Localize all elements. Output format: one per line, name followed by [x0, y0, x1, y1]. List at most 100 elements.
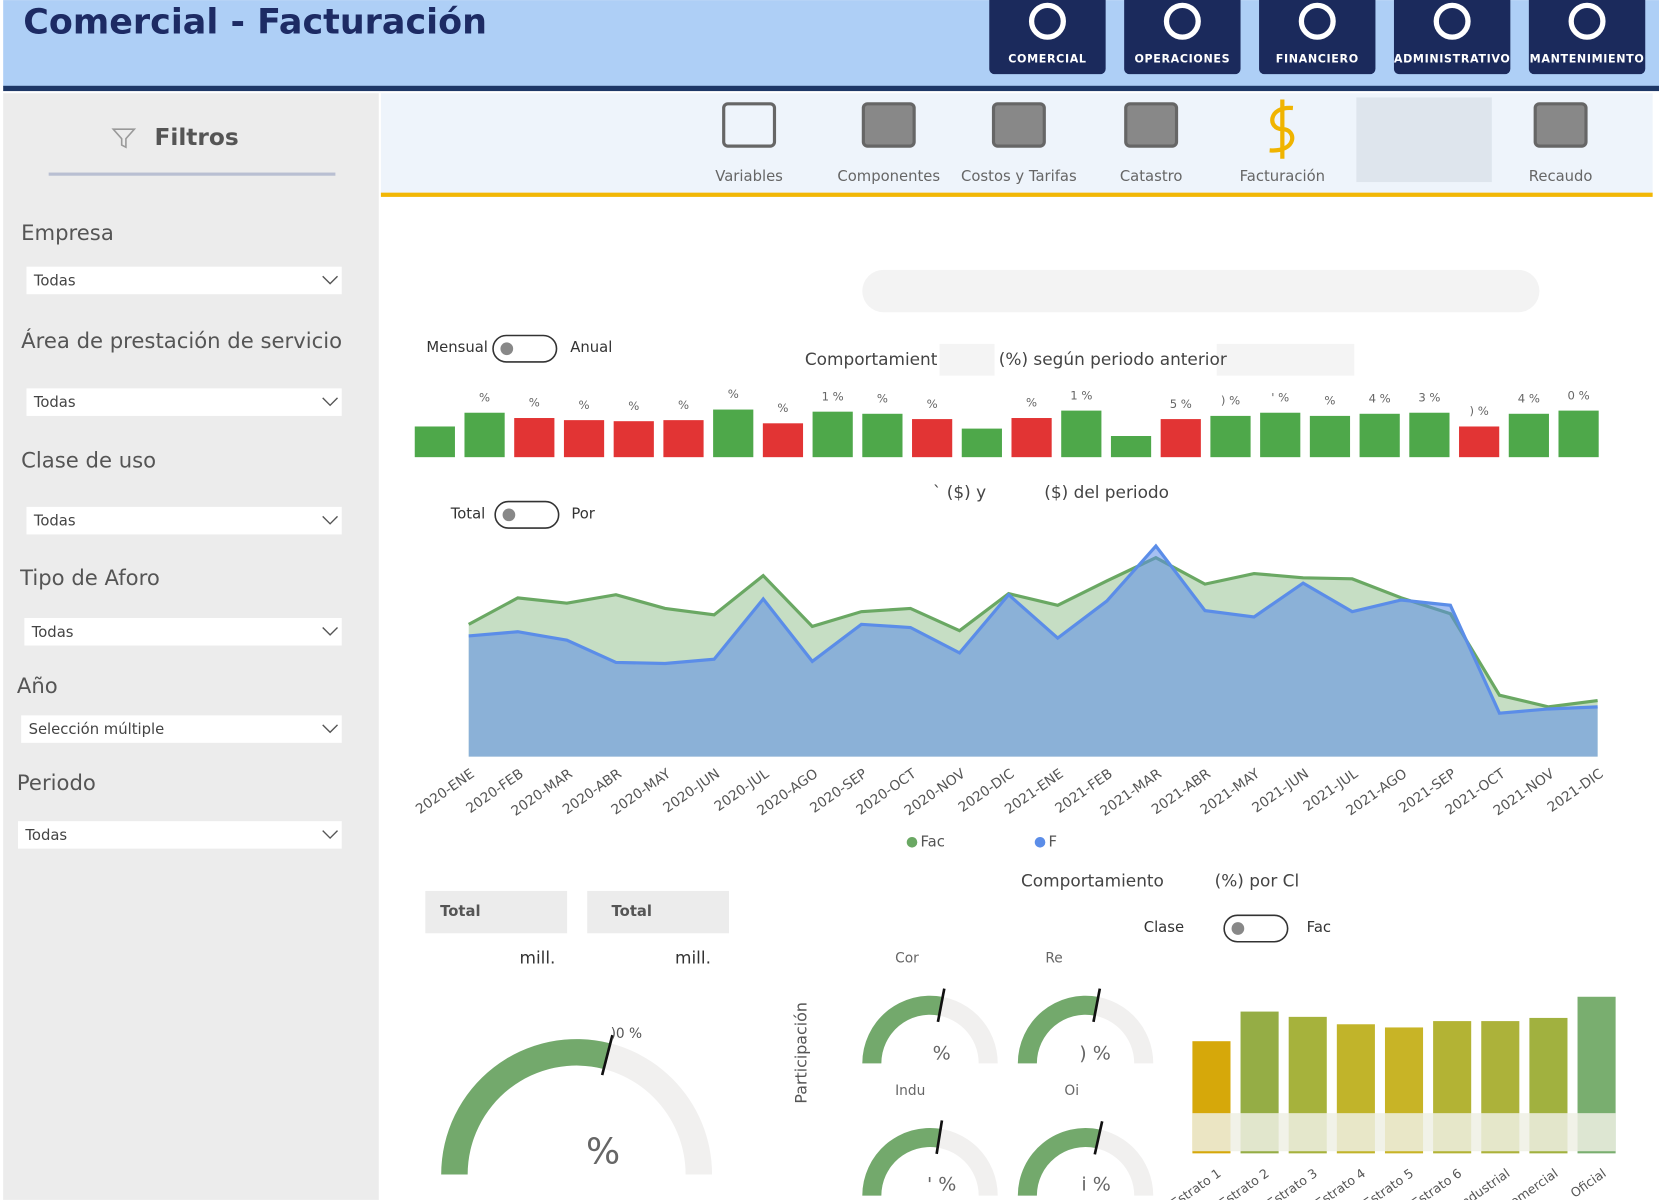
dropdown-chevron — [322, 515, 338, 525]
chart-title: (%) por Cl — [1215, 870, 1300, 890]
bar — [1508, 413, 1549, 458]
bar-value-label: 1 % — [822, 389, 844, 403]
bar — [563, 420, 605, 458]
gauge-needle — [935, 1120, 944, 1155]
bar-value-label: 0 % — [1568, 388, 1590, 402]
card-title: Total — [440, 903, 480, 920]
card-header — [587, 890, 729, 934]
dropdown-chevron — [322, 397, 338, 407]
filter-dropdown[interactable] — [21, 715, 342, 743]
chart-title: ` ($) y — [933, 482, 986, 502]
tab-hit[interactable] — [1497, 95, 1624, 190]
gauge-needle — [1092, 988, 1102, 1023]
nav-icon — [1028, 2, 1066, 40]
card-title: Total — [612, 903, 652, 920]
bar-value-label: % — [927, 397, 938, 411]
chart-title: ($) del periodo — [1044, 482, 1169, 502]
bar-value-label: ' % — [1271, 390, 1289, 404]
dropdown-chevron — [322, 275, 338, 285]
filter-value: Todas — [33, 273, 76, 290]
tab-hit[interactable] — [955, 95, 1082, 190]
bar — [1260, 412, 1301, 458]
toggle-left-label: Clase — [1144, 919, 1184, 936]
gauge-title: Oi — [1064, 1083, 1079, 1099]
card-unit: mill. — [675, 948, 711, 968]
bar-value-label: % — [777, 401, 788, 415]
bar — [1459, 426, 1500, 458]
nav-icon — [1568, 2, 1606, 40]
dropdown-chevron — [322, 627, 338, 636]
bar — [1160, 419, 1201, 458]
filter-dropdown[interactable] — [17, 821, 342, 849]
toggle-knob — [498, 340, 516, 358]
filter-dropdown[interactable] — [26, 388, 342, 416]
tab-label: Catastro — [1120, 168, 1183, 185]
tab-icon — [722, 102, 777, 148]
tab-hit[interactable] — [1219, 95, 1346, 190]
gauge-title: Re — [1045, 951, 1062, 967]
tab-label: Recaudo — [1529, 168, 1593, 185]
axis-label: Participación — [791, 1002, 810, 1104]
tab-hit[interactable] — [825, 95, 952, 190]
bar-value-label: % — [628, 399, 639, 413]
bar-value-label: % — [1026, 396, 1037, 410]
tab-label: Componentes — [837, 168, 940, 185]
nav-icon — [1163, 2, 1201, 40]
filter-label: Tipo de Aforo — [19, 565, 160, 590]
bar — [862, 413, 903, 458]
filter-label: Clase de uso — [21, 447, 156, 472]
filter-value: Todas — [33, 513, 76, 530]
nav-label: OPERACIONES — [1134, 52, 1230, 65]
tab-hit[interactable] — [1088, 95, 1215, 190]
bar-value-label: % — [1324, 394, 1335, 408]
gauge-title: Indu — [895, 1083, 925, 1099]
filter-value: Selección múltiple — [29, 721, 165, 738]
gauge-fill — [862, 1127, 941, 1196]
filter-value: Todas — [24, 827, 67, 844]
bar — [613, 421, 654, 458]
tab-label: Facturación — [1240, 168, 1325, 185]
tab-label: Costos y Tarifas — [961, 168, 1077, 185]
gauge-title: Cor — [895, 951, 919, 967]
bar — [514, 418, 555, 458]
dropdown-chevron — [322, 830, 338, 840]
gauge-top-label: )0 % — [611, 1026, 643, 1042]
toggle-right-label: Fac — [1307, 919, 1331, 936]
toggle-right-label: Anual — [570, 339, 612, 356]
legend-marker — [906, 837, 918, 848]
blurred-heading — [862, 269, 1540, 313]
tab-icon — [1124, 102, 1179, 148]
bar — [464, 412, 505, 458]
bar — [1011, 418, 1052, 458]
gauge-label: i % — [1081, 1174, 1110, 1196]
bar-value-label: 5 % — [1170, 397, 1192, 411]
card-unit: mill. — [519, 948, 555, 968]
dropdown-chevron — [322, 724, 338, 734]
nav-label: FINANCIERO — [1276, 52, 1359, 65]
toggle-left-label: Mensual — [426, 339, 488, 356]
filter-dropdown[interactable] — [24, 617, 342, 646]
nav-label: ADMINISTRATIVO — [1394, 52, 1511, 65]
tab-hit[interactable] — [686, 95, 813, 190]
filter-dropdown[interactable] — [26, 506, 342, 535]
bar — [1309, 415, 1351, 458]
tab-rule — [380, 192, 1653, 197]
chart-title: (%) según periodo anterior — [999, 349, 1227, 369]
bar — [713, 409, 754, 458]
gauge-fill — [1017, 995, 1099, 1064]
gauge-needle — [600, 1034, 614, 1076]
gauge-label: % — [586, 1131, 620, 1172]
filter-value: Todas — [33, 394, 76, 411]
gauge-fill — [862, 995, 943, 1064]
bar — [414, 426, 455, 458]
toggle-left-label: Total — [450, 505, 486, 522]
gauge-label: % — [933, 1042, 951, 1064]
bar-value-label: % — [579, 398, 590, 412]
bar-value-label: % — [479, 390, 490, 404]
filter-dropdown[interactable] — [26, 266, 342, 295]
gauge-label: ' % — [927, 1174, 956, 1196]
chart-title: Comportamient — [805, 349, 938, 369]
toggle-knob — [1229, 920, 1247, 937]
page-title: Comercial - Facturación — [23, 2, 487, 42]
